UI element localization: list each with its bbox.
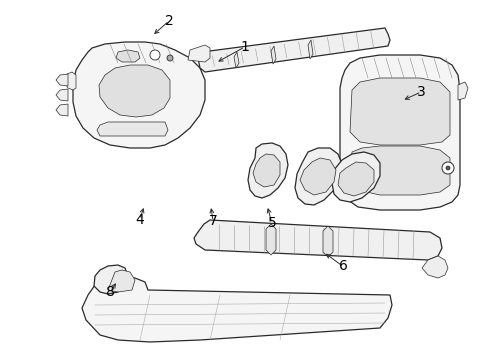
Polygon shape xyxy=(108,270,135,292)
Text: 1: 1 xyxy=(241,40,249,54)
Polygon shape xyxy=(332,152,380,202)
Text: 7: 7 xyxy=(209,215,218,228)
Text: 5: 5 xyxy=(268,216,276,230)
Polygon shape xyxy=(248,143,288,198)
Polygon shape xyxy=(56,74,68,86)
Polygon shape xyxy=(234,52,239,68)
Polygon shape xyxy=(116,50,140,62)
Polygon shape xyxy=(73,42,205,148)
Polygon shape xyxy=(338,162,374,196)
Polygon shape xyxy=(94,265,128,294)
Polygon shape xyxy=(266,224,276,255)
Polygon shape xyxy=(323,226,333,257)
Ellipse shape xyxy=(442,162,454,174)
Text: 4: 4 xyxy=(135,213,144,226)
Text: 2: 2 xyxy=(165,14,173,28)
Polygon shape xyxy=(295,148,342,205)
Polygon shape xyxy=(350,78,450,145)
Text: 3: 3 xyxy=(417,85,426,99)
Polygon shape xyxy=(271,46,276,64)
Polygon shape xyxy=(422,256,448,278)
Text: 8: 8 xyxy=(106,285,115,298)
Polygon shape xyxy=(82,278,392,342)
Polygon shape xyxy=(350,146,450,195)
Polygon shape xyxy=(300,158,336,195)
Ellipse shape xyxy=(446,166,450,170)
Polygon shape xyxy=(340,55,460,210)
Polygon shape xyxy=(56,89,68,101)
Polygon shape xyxy=(99,65,170,117)
Text: 6: 6 xyxy=(339,260,347,273)
Polygon shape xyxy=(188,45,210,62)
Polygon shape xyxy=(194,220,442,260)
Polygon shape xyxy=(198,28,390,72)
Ellipse shape xyxy=(167,55,173,61)
Polygon shape xyxy=(308,40,313,59)
Polygon shape xyxy=(253,154,280,187)
Polygon shape xyxy=(97,122,168,136)
Ellipse shape xyxy=(150,50,160,60)
Polygon shape xyxy=(56,104,68,116)
Polygon shape xyxy=(458,82,468,100)
Polygon shape xyxy=(64,72,76,90)
